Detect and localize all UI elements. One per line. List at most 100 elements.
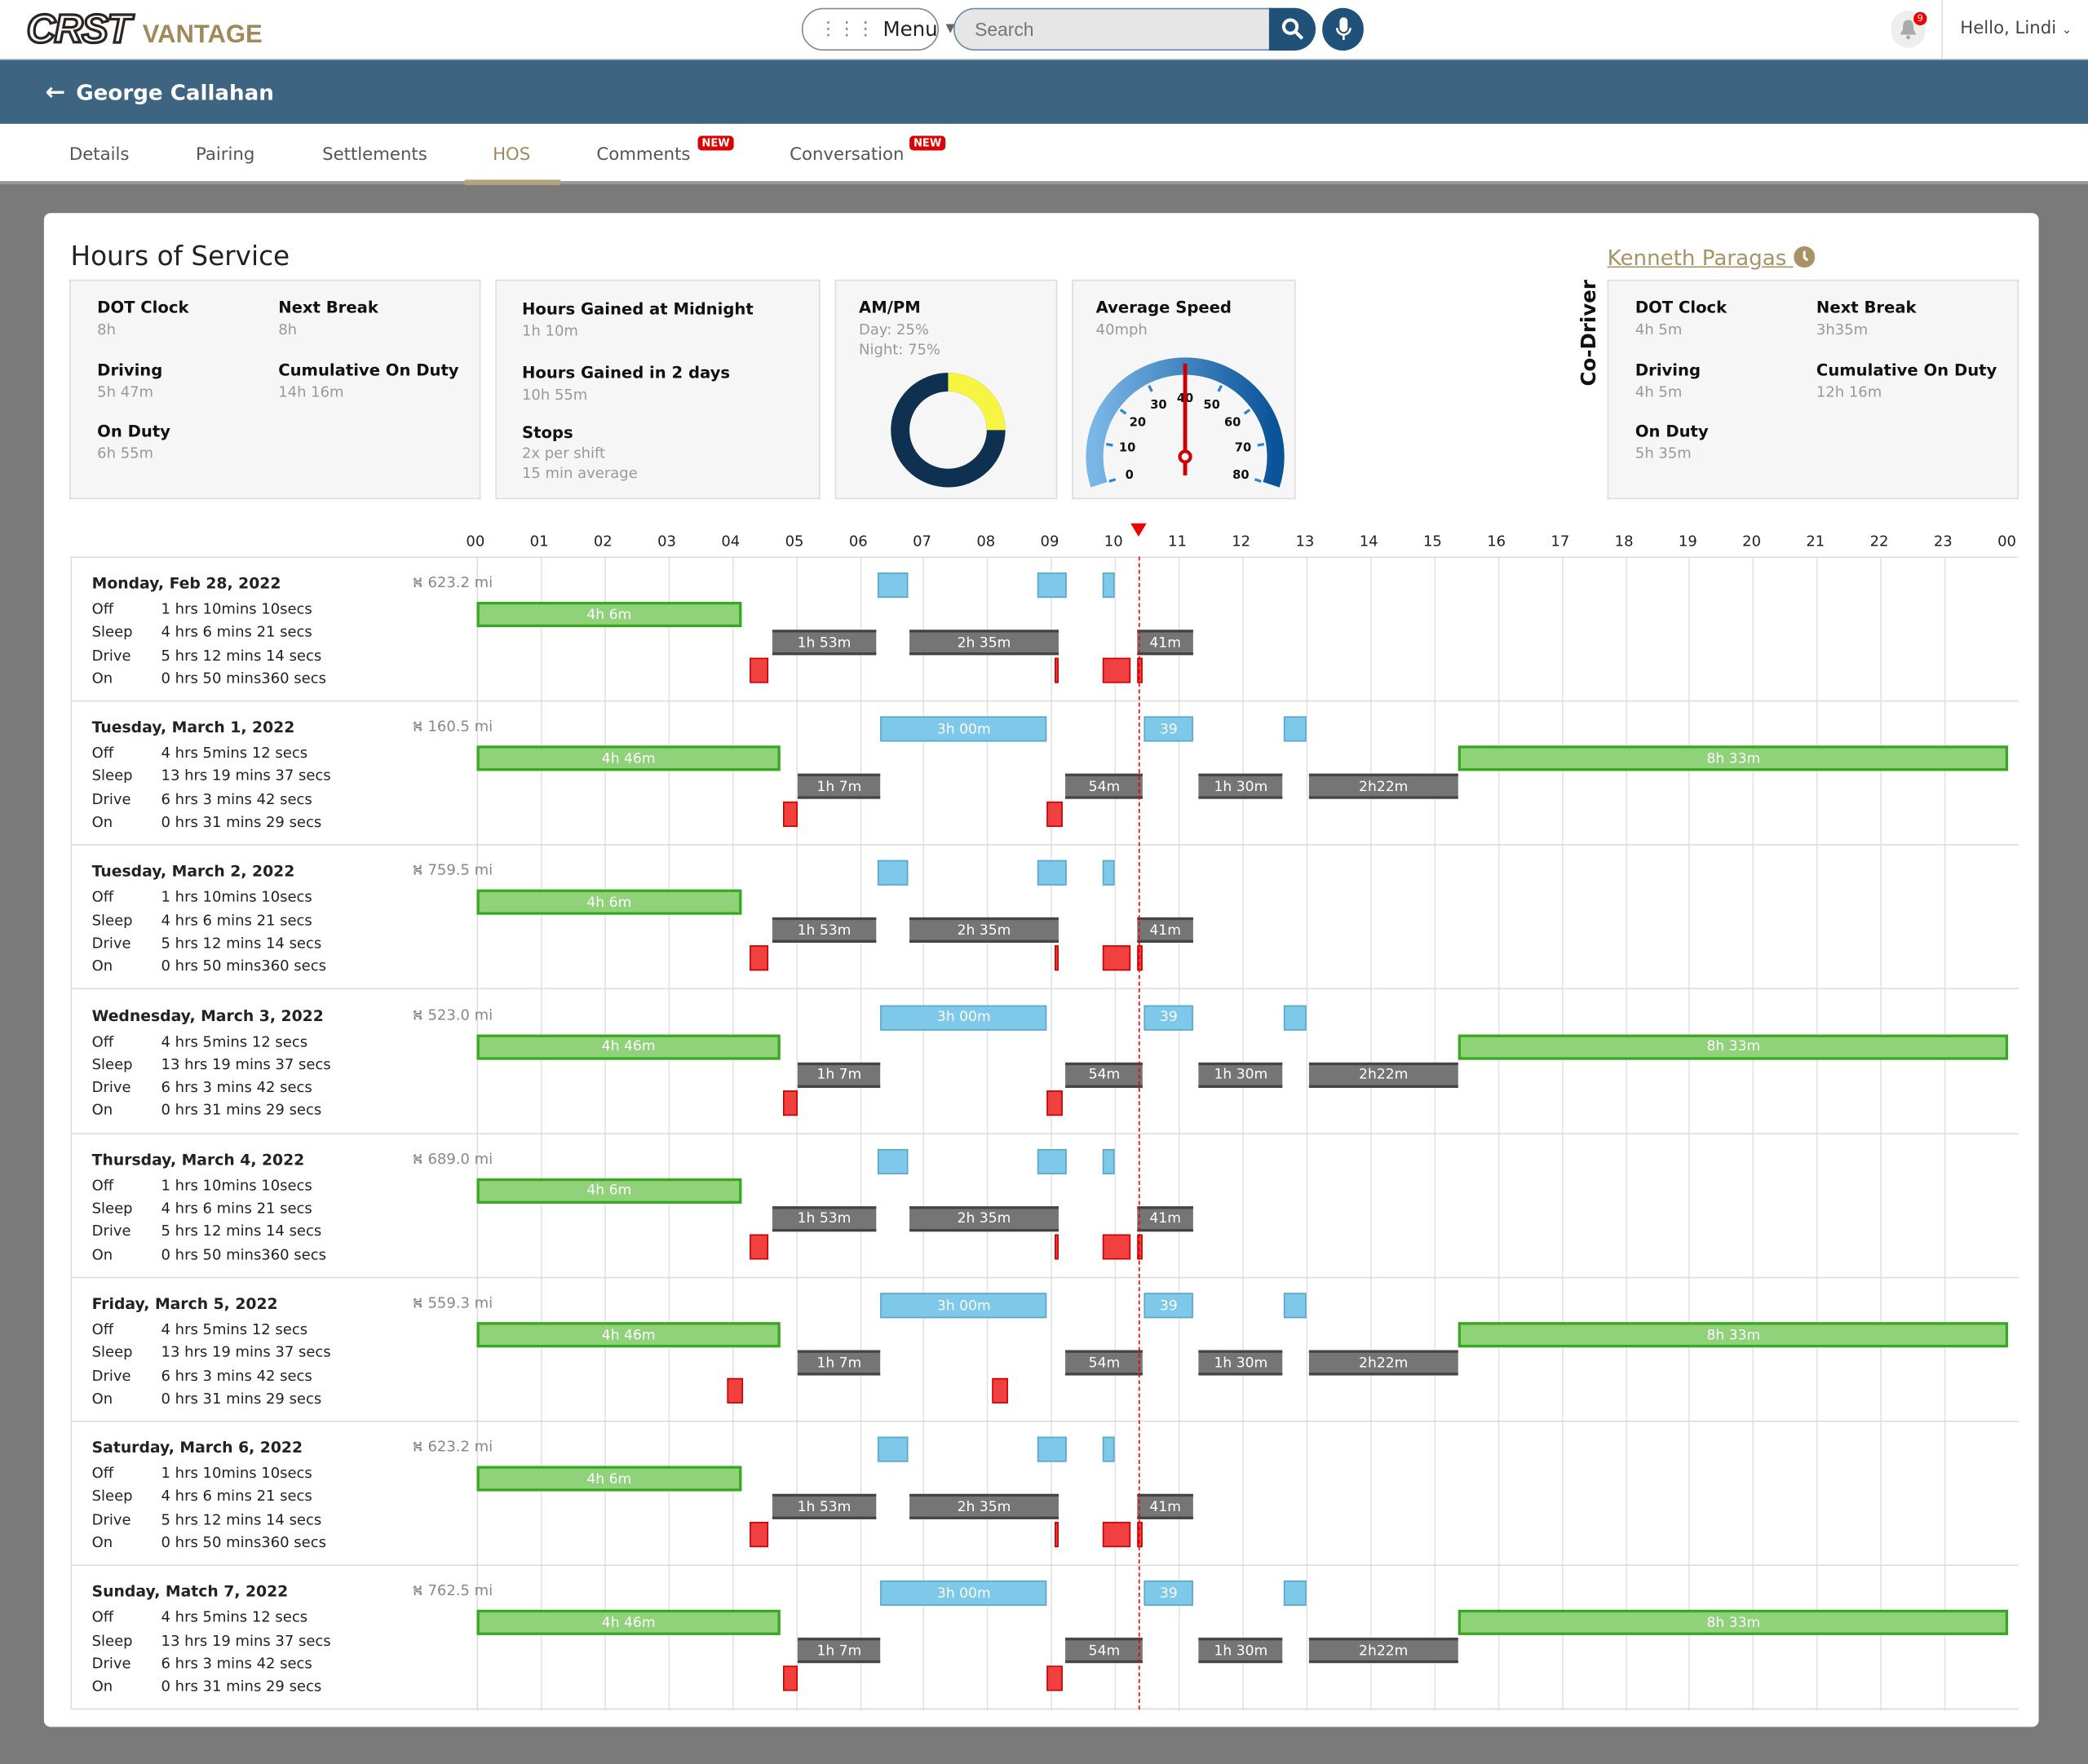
red-segment[interactable] <box>1055 945 1059 971</box>
off-segment[interactable]: 8h 33m <box>1458 1322 2009 1348</box>
off-segment[interactable]: 4h 46m <box>476 1610 781 1636</box>
sleep-segment[interactable]: 1h 7m <box>798 1350 881 1376</box>
red-segment[interactable] <box>992 1377 1009 1404</box>
blue-segment[interactable]: 3h 00m <box>880 1581 1047 1607</box>
blue-segment[interactable] <box>877 573 909 599</box>
sleep-segment[interactable]: 1h 7m <box>798 1638 881 1664</box>
sleep-segment[interactable]: 1h 53m <box>772 630 877 656</box>
blue-segment[interactable]: 3h 00m <box>880 1004 1047 1031</box>
blue-segment[interactable] <box>877 860 909 886</box>
sleep-segment[interactable]: 2h 35m <box>909 630 1059 656</box>
blue-segment[interactable] <box>1037 1148 1068 1174</box>
sleep-segment[interactable]: 2h 35m <box>909 1494 1059 1520</box>
status-label: On <box>91 1678 113 1695</box>
off-segment[interactable]: 8h 33m <box>1458 1610 2009 1636</box>
blue-segment[interactable] <box>1102 1436 1115 1462</box>
blue-segment[interactable] <box>1037 860 1068 886</box>
red-segment[interactable] <box>1046 802 1064 828</box>
red-segment[interactable] <box>750 945 769 971</box>
logo[interactable]: CRST <box>25 7 133 53</box>
blue-segment[interactable] <box>1037 573 1068 599</box>
tab-hos[interactable]: HOS <box>493 144 531 166</box>
red-segment[interactable] <box>783 1090 798 1116</box>
blue-segment[interactable]: 39 <box>1144 1581 1194 1607</box>
sleep-segment[interactable]: 41m <box>1137 1494 1194 1520</box>
sleep-segment[interactable]: 41m <box>1137 1205 1194 1231</box>
off-segment[interactable]: 4h 46m <box>476 745 781 771</box>
search-button[interactable] <box>1268 7 1316 51</box>
tab-pairing[interactable]: Pairing <box>195 144 255 166</box>
sleep-segment[interactable]: 1h 30m <box>1199 1350 1283 1376</box>
back-arrow-icon[interactable]: ← <box>45 77 66 106</box>
red-segment[interactable] <box>1102 1234 1131 1260</box>
blue-segment[interactable] <box>877 1436 909 1462</box>
blue-segment[interactable]: 39 <box>1144 1293 1194 1319</box>
blue-segment[interactable] <box>1284 1293 1307 1319</box>
sleep-segment[interactable]: 1h 30m <box>1199 1638 1283 1664</box>
tab-comments[interactable]: Comments NEW <box>596 135 734 165</box>
tab-settlements[interactable]: Settlements <box>322 144 427 166</box>
sleep-segment[interactable]: 41m <box>1137 917 1194 944</box>
off-segment[interactable]: 4h 6m <box>476 1466 742 1492</box>
off-segment[interactable]: 4h 6m <box>476 601 742 627</box>
red-segment[interactable] <box>750 657 769 683</box>
blue-segment[interactable] <box>1102 573 1115 599</box>
red-segment[interactable] <box>750 1234 769 1260</box>
sleep-segment[interactable]: 2h22m <box>1309 1638 1458 1664</box>
off-segment[interactable]: 4h 46m <box>476 1033 781 1059</box>
red-segment[interactable] <box>727 1377 743 1404</box>
sleep-segment[interactable]: 54m <box>1065 773 1144 799</box>
search-input[interactable] <box>953 7 1273 51</box>
red-segment[interactable] <box>783 802 798 828</box>
sleep-segment[interactable]: 1h 53m <box>772 1494 877 1520</box>
sleep-segment[interactable]: 1h 30m <box>1199 773 1283 799</box>
red-segment[interactable] <box>1102 945 1131 971</box>
blue-segment[interactable]: 39 <box>1144 716 1194 742</box>
blue-segment[interactable] <box>1037 1436 1068 1462</box>
off-segment[interactable]: 8h 33m <box>1458 1033 2009 1059</box>
off-segment[interactable]: 8h 33m <box>1458 745 2009 771</box>
off-segment[interactable]: 4h 46m <box>476 1322 781 1348</box>
user-menu[interactable]: Hello, Lindi ⌄ <box>1960 19 2072 38</box>
red-segment[interactable] <box>783 1666 798 1692</box>
red-segment[interactable] <box>1046 1090 1064 1116</box>
sleep-segment[interactable]: 54m <box>1065 1062 1144 1088</box>
blue-segment[interactable] <box>877 1148 909 1174</box>
tab-conversation[interactable]: Conversation NEW <box>790 135 946 165</box>
off-segment[interactable]: 4h 6m <box>476 1178 742 1204</box>
red-segment[interactable] <box>1055 657 1059 683</box>
menu-button[interactable]: ⋮⋮⋮ Menu ▼ <box>801 7 955 51</box>
blue-segment[interactable] <box>1102 1148 1115 1174</box>
blue-segment[interactable]: 3h 00m <box>880 716 1047 742</box>
sleep-segment[interactable]: 2h22m <box>1309 1350 1458 1376</box>
voice-search-button[interactable] <box>1322 7 1364 51</box>
sleep-segment[interactable]: 2h 35m <box>909 917 1059 944</box>
red-segment[interactable] <box>750 1522 769 1548</box>
red-segment[interactable] <box>1046 1666 1064 1692</box>
red-segment[interactable] <box>1055 1522 1059 1548</box>
status-label: Drive <box>91 935 131 953</box>
sleep-segment[interactable]: 1h 30m <box>1199 1062 1283 1088</box>
red-segment[interactable] <box>1055 1234 1059 1260</box>
red-segment[interactable] <box>1102 1522 1131 1548</box>
blue-segment[interactable] <box>1102 860 1115 886</box>
sleep-segment[interactable]: 2h22m <box>1309 1062 1458 1088</box>
off-segment[interactable]: 4h 6m <box>476 890 742 916</box>
blue-segment[interactable]: 3h 00m <box>880 1293 1047 1319</box>
blue-segment[interactable] <box>1284 1004 1307 1031</box>
sleep-segment[interactable]: 1h 7m <box>798 773 881 799</box>
sleep-segment[interactable]: 54m <box>1065 1638 1144 1664</box>
sleep-segment[interactable]: 1h 7m <box>798 1062 881 1088</box>
tab-details[interactable]: Details <box>69 144 130 166</box>
sleep-segment[interactable]: 41m <box>1137 630 1194 656</box>
blue-segment[interactable] <box>1284 716 1307 742</box>
co-driver-name-link[interactable]: Kenneth Paragas <box>1608 245 1815 270</box>
sleep-segment[interactable]: 2h22m <box>1309 773 1458 799</box>
red-segment[interactable] <box>1102 657 1131 683</box>
sleep-segment[interactable]: 2h 35m <box>909 1205 1059 1231</box>
blue-segment[interactable] <box>1284 1581 1307 1607</box>
sleep-segment[interactable]: 54m <box>1065 1350 1144 1376</box>
sleep-segment[interactable]: 1h 53m <box>772 1205 877 1231</box>
sleep-segment[interactable]: 1h 53m <box>772 917 877 944</box>
blue-segment[interactable]: 39 <box>1144 1004 1194 1031</box>
